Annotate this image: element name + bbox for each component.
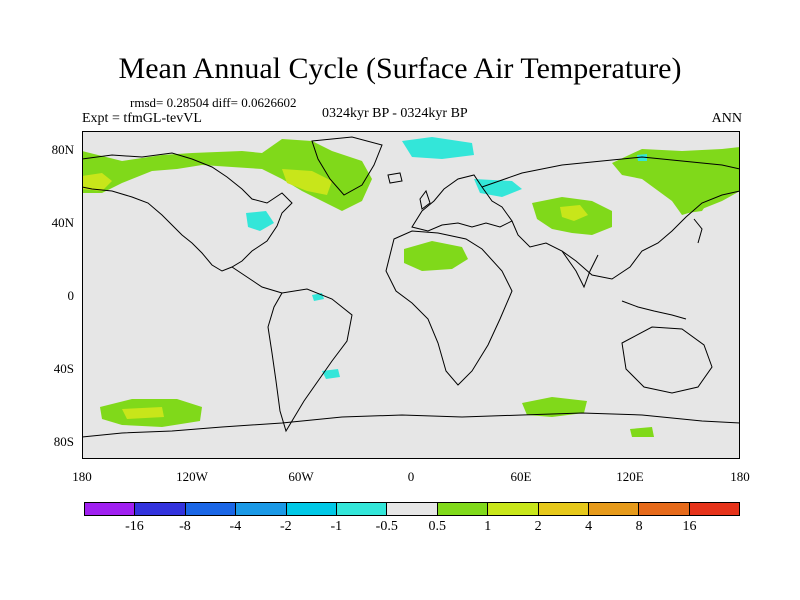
colorbar-swatch bbox=[387, 503, 438, 515]
anomaly-yellow-south-pacific bbox=[122, 407, 164, 419]
coast-india bbox=[561, 250, 599, 289]
stats-label: rmsd= 0.28504 diff= 0.0626602 bbox=[130, 95, 297, 110]
colorbar-label: -4 bbox=[229, 519, 242, 534]
map-frame bbox=[82, 131, 740, 459]
coastlines bbox=[82, 136, 740, 438]
colorbar-label: -8 bbox=[179, 519, 191, 534]
world-map bbox=[82, 131, 740, 459]
coast-south-america bbox=[267, 288, 353, 433]
colorbar-swatch bbox=[488, 503, 539, 515]
colorbar bbox=[84, 502, 740, 516]
lon-tick-180w: 180 bbox=[72, 469, 92, 484]
lat-tick-0: 0 bbox=[67, 288, 75, 303]
coast-indonesia bbox=[621, 300, 687, 320]
coast-africa bbox=[385, 230, 513, 386]
anomaly-yellow-alaska bbox=[82, 173, 112, 191]
lon-tick-120w: 120W bbox=[176, 469, 208, 484]
coast-asia bbox=[481, 156, 740, 280]
colorbar-swatch bbox=[236, 503, 287, 515]
lat-tick-40s: 40S bbox=[53, 361, 74, 376]
lat-tick-80s: 80S bbox=[53, 434, 74, 449]
anomaly-green-north-america bbox=[82, 139, 372, 211]
season-label: ANN bbox=[711, 111, 742, 126]
lat-tick-40n: 40N bbox=[51, 215, 74, 230]
coast-antarctica bbox=[82, 412, 740, 438]
colorbar-swatch bbox=[588, 503, 640, 515]
lon-tick-60w: 60W bbox=[288, 469, 314, 484]
coast-greenland bbox=[311, 136, 383, 196]
colorbar-label: -1 bbox=[330, 519, 343, 534]
anomaly-cyan-greenland-sea bbox=[402, 137, 474, 159]
coast-japan bbox=[693, 218, 703, 244]
colorbar-label: -16 bbox=[125, 519, 144, 534]
anomaly-cyan-small-2 bbox=[322, 369, 340, 379]
colorbar-swatch bbox=[135, 503, 186, 515]
anomaly-green-antarctic bbox=[630, 427, 654, 437]
colorbar-swatch bbox=[336, 503, 388, 515]
lon-tick-0: 0 bbox=[407, 469, 415, 484]
coast-uk bbox=[419, 189, 431, 210]
colorbar-swatch bbox=[85, 503, 136, 515]
colorbar-label: 2 bbox=[534, 519, 542, 534]
colorbar-label: 8 bbox=[635, 519, 643, 534]
coast-north-america bbox=[82, 152, 293, 272]
experiment-label: Expt = tfmGL-tevVL bbox=[82, 111, 202, 126]
colorbar-label: 1 bbox=[484, 519, 492, 534]
colorbar-swatch bbox=[286, 503, 337, 515]
anomaly-yellow-canada bbox=[282, 169, 332, 195]
period-label: 0324kyr BP - 0324kyr BP bbox=[322, 106, 468, 121]
colorbar-swatch bbox=[689, 503, 740, 515]
colorbar-swatch bbox=[639, 503, 690, 515]
lon-tick-120e: 120E bbox=[616, 469, 644, 484]
colorbar-swatch bbox=[538, 503, 589, 515]
colorbar-label: 4 bbox=[585, 519, 593, 534]
anomaly-green-south-indian bbox=[522, 397, 587, 417]
colorbar-swatch bbox=[185, 503, 237, 515]
coast-iceland bbox=[387, 172, 403, 184]
anomaly-green-sahara bbox=[404, 241, 468, 271]
lat-tick-80n: 80N bbox=[51, 142, 74, 157]
coast-central-america bbox=[231, 266, 283, 294]
coast-australia bbox=[621, 326, 713, 394]
anomaly-green-east-asia bbox=[682, 186, 712, 213]
plot-title: Mean Annual Cycle (Surface Air Temperatu… bbox=[118, 52, 682, 85]
lon-tick-60e: 60E bbox=[510, 469, 532, 484]
colorbar-label: 0.5 bbox=[428, 519, 446, 534]
colorbar-label: -0.5 bbox=[375, 519, 398, 534]
colorbar-label: -2 bbox=[280, 519, 292, 534]
colorbar-swatch bbox=[437, 503, 489, 515]
anomaly-yellow-central-asia bbox=[560, 205, 588, 221]
coast-europe bbox=[411, 174, 513, 232]
colorbar-label: 16 bbox=[682, 519, 697, 534]
anomaly-regions bbox=[82, 137, 740, 437]
anomaly-cyan-great-lakes bbox=[246, 211, 274, 231]
lon-tick-180e: 180 bbox=[730, 469, 750, 484]
